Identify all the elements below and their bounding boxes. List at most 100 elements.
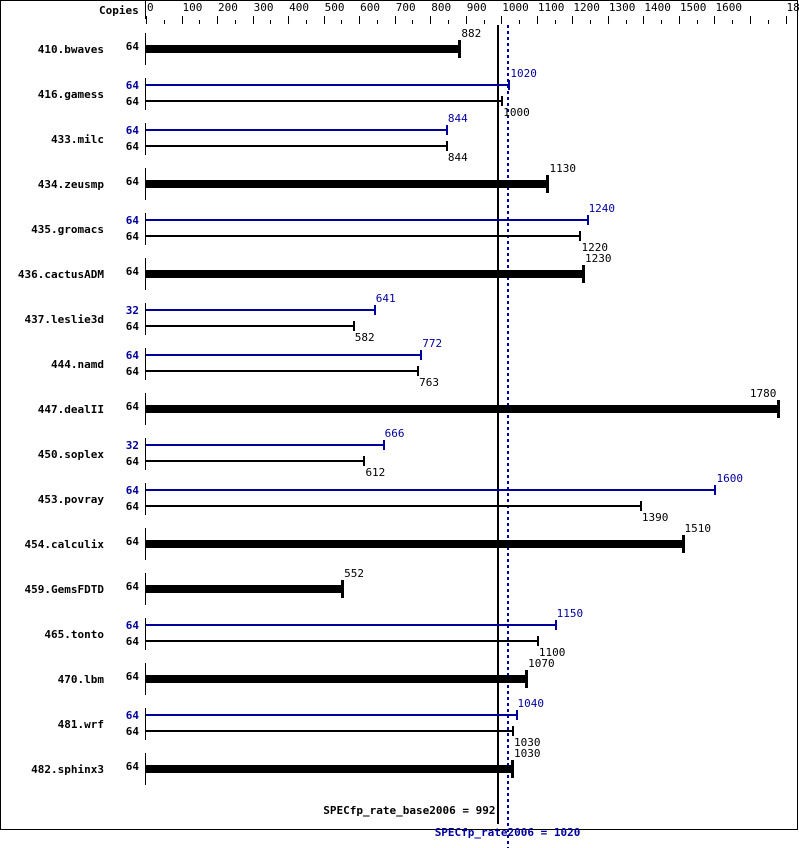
copies-value: 64 [125,79,139,92]
row-axis-stub [145,573,146,605]
bar-value-label: 552 [344,567,364,580]
row-axis-stub [145,303,146,335]
x-tick-major [146,16,147,24]
bar-value-label: 772 [422,337,443,350]
x-tick-major [288,16,290,24]
copies-value: 32 [125,439,139,452]
row-axis-stub [145,258,146,290]
bar-end-cap [586,215,589,225]
x-tick-major [785,16,787,24]
benchmark-row: 447.dealII 1780 64 [1,388,799,436]
bar-base [146,100,502,102]
x-tick-major [750,16,751,24]
x-tick-minor [625,20,627,24]
copies-value: 64 [125,670,139,683]
bar-end-cap [459,40,462,58]
x-tick-label: 200 [218,1,238,14]
bar-end-cap [583,265,586,283]
bar-value-label: 1040 [517,697,545,710]
row-axis-stub [145,438,146,470]
bar-end-cap [526,670,529,688]
bar-end-cap [511,726,514,736]
bar-base [146,235,580,237]
bar-end-cap [382,440,385,450]
copies-value: 64 [125,40,139,53]
bar-value-label: 582 [354,331,375,344]
benchmark-row: 481.wrf 1040 64 1030 64 [1,698,799,751]
bar-peak [146,84,509,86]
bar-value-label: 1510 [684,522,712,535]
bar-end-cap [445,141,448,151]
benchmark-name: 447.dealII [37,403,104,416]
benchmark-name: 437.leslie3d [24,313,104,326]
x-tick-major [359,16,361,24]
x-tick-minor [483,20,485,24]
bar-merged [146,765,512,773]
x-tick-minor [199,20,201,24]
bar-value-label: 641 [375,292,396,305]
benchmark-row: 470.lbm 1070 64 [1,658,799,706]
copies-value: 64 [125,140,139,153]
x-tick-label: 1200 [573,1,600,14]
bar-merged [146,585,343,593]
bar-end-cap [511,760,514,778]
x-tick-major [536,16,538,24]
bar-base [146,145,446,147]
bar-end-cap [342,580,345,598]
bar-merged [146,405,779,413]
benchmark-name: 434.zeusmp [37,178,104,191]
x-tick-minor [376,20,378,24]
row-axis-stub [145,393,146,425]
copies-value: 64 [125,175,139,188]
benchmark-name: 459.GemsFDTD [24,583,104,596]
x-tick-minor [519,20,521,24]
row-axis-stub [145,708,146,740]
x-tick-label: 100 [182,1,203,14]
benchmark-name: 410.bwaves [37,43,104,56]
bar-base [146,640,537,642]
x-tick-minor [341,20,343,24]
benchmark-name: 450.soplex [37,448,104,461]
x-tick-major [394,16,396,24]
x-tick-minor [661,20,663,24]
bar-peak [146,489,715,491]
x-tick-label: 300 [253,1,274,14]
x-tick-minor [767,20,769,24]
bar-merged [146,180,548,188]
bar-peak [146,714,516,716]
x-tick-minor [163,20,165,24]
bar-value-label: 1020 [510,67,537,80]
bar-base [146,505,640,507]
x-tick-major [323,16,325,24]
bar-end-cap [682,535,685,553]
row-axis-stub [145,663,146,695]
bar-end-cap [352,321,355,331]
x-tick-label: 1300 [608,1,636,14]
x-axis-ticks [1,16,799,25]
bar-peak [146,219,587,221]
bar-value-label: 1390 [641,511,669,524]
copies-value: 64 [125,400,139,413]
benchmark-row: 444.namd 772 64 763 64 [1,338,799,391]
x-tick-minor [305,20,307,24]
row-axis-stub [145,33,146,65]
row-axis-stub [145,213,146,245]
benchmark-row: 416.gamess 1020 64 1000 64 [1,68,799,121]
copies-value: 64 [125,709,139,722]
bar-peak [146,624,555,626]
bar-value-label: 1000 [503,106,530,119]
x-tick-minor [234,20,236,24]
bar-end-cap [508,80,511,90]
bar-value-label: 1030 [513,747,541,760]
benchmark-name: 436.cactusADM [17,268,104,281]
benchmark-row: 450.soplex 666 32 612 64 [1,428,799,481]
copies-value: 64 [125,635,139,648]
bar-value-label: 763 [419,376,439,389]
bar-value-label: 844 [447,151,468,164]
copies-value: 64 [125,725,139,738]
bar-value-label: 666 [384,427,405,440]
bar-end-cap [373,305,376,315]
x-tick-label: 700 [395,1,416,14]
copies-value: 64 [125,265,139,278]
bar-end-cap [714,485,717,495]
